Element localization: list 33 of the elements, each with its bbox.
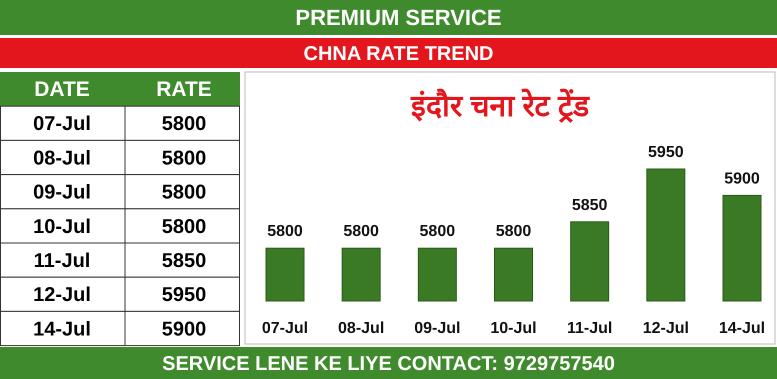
data-label: 5800 [496,223,532,240]
chart-subtitle: CHNA RATE TREND [304,43,494,65]
data-label: 5800 [420,223,456,240]
x-tick-label: 09-Jul [414,320,460,337]
text: 5800 [162,216,206,238]
text: PREMIUM SERVICE [295,5,502,30]
x-tick-label: 11-Jul [566,320,612,337]
text: RATE [156,78,212,101]
chart-title: इंदौर चना रेट ट्रेंड [410,88,590,123]
text: DATE [34,78,90,101]
text: 5900 [162,318,206,340]
text: 5800 [162,182,206,204]
category-label: 10-Jul [33,216,91,238]
x-tick-label: 10-Jul [490,320,537,337]
text: 5800 [162,113,206,136]
text: 5850 [162,250,206,272]
x-tick-label: 14-Jul [718,320,766,337]
data-label: 5800 [343,223,380,240]
category-label: 11-Jul [34,250,90,272]
text: 5950 [162,284,206,306]
x-tick-label: 12-Jul [642,320,689,337]
x-tick-label: 07-Jul [262,320,308,337]
data-label: 5950 [648,144,684,161]
category-label: 08-Jul [33,147,91,170]
text: SERVICE LENE KE LIYE CONTACT: 9729757540 [162,353,615,375]
x-tick-label: 08-Jul [338,320,384,337]
data-label: 5900 [724,170,760,188]
category-label: 09-Jul [33,182,91,204]
data-label: 5800 [267,223,303,240]
text: 5800 [162,147,206,170]
category-label: 07-Jul [33,113,91,136]
category-label: 12-Jul [33,284,91,306]
data-label: 5850 [572,196,608,214]
